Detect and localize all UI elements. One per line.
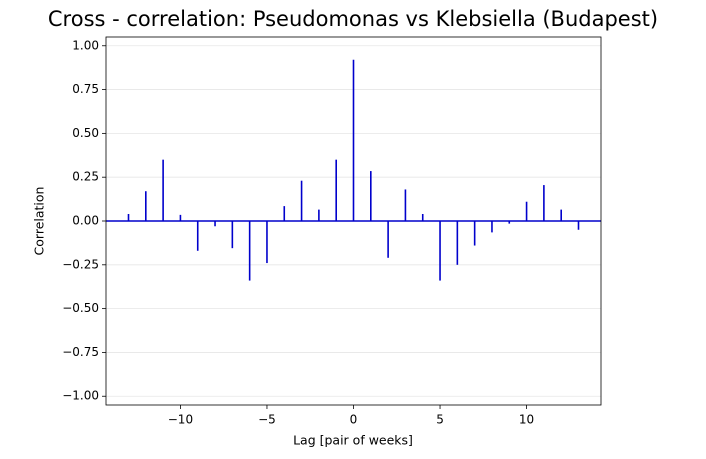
y-tick-label: 0.75 xyxy=(72,82,99,96)
y-tick-label: −1.00 xyxy=(62,389,99,403)
x-tick-label: −5 xyxy=(258,413,276,427)
y-tick-label: −0.25 xyxy=(62,257,99,271)
x-tick-label: −10 xyxy=(168,413,193,427)
plot-frame xyxy=(105,36,602,406)
x-tick-label: 10 xyxy=(519,413,534,427)
y-tick-label: −0.50 xyxy=(62,301,99,315)
x-tick-label: 0 xyxy=(350,413,358,427)
x-tick-label: 5 xyxy=(436,413,444,427)
y-axis-label: Correlation xyxy=(32,187,47,256)
y-tick-label: 1.00 xyxy=(72,38,99,52)
y-tick-label: 0.50 xyxy=(72,126,99,140)
y-tick-label: −0.75 xyxy=(62,345,99,359)
x-axis-label: Lag [pair of weeks] xyxy=(293,433,413,448)
chart-title: Cross - correlation: Pseudomonas vs Kleb… xyxy=(48,7,658,31)
y-tick-label: 0.25 xyxy=(72,170,99,184)
y-tick-label: 0.00 xyxy=(72,214,99,228)
